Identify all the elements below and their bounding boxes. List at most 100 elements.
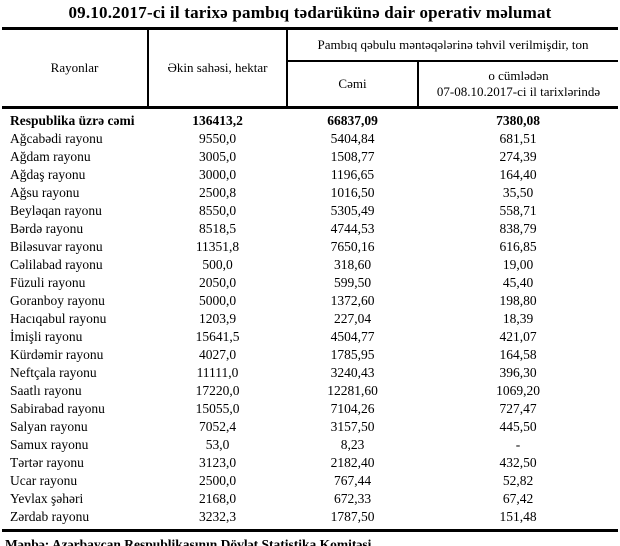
cell-value: 4504,77: [330, 329, 375, 344]
cell-value: 1203,9: [198, 311, 237, 326]
table-row: Saatlı rayonu 17220,0 12281,60 1069,20: [2, 382, 618, 400]
cell-value: 1508,77: [330, 149, 375, 164]
cell-value: 616,85: [499, 239, 537, 254]
cell-value: 8550,0: [198, 203, 237, 218]
cell-value: 4027,0: [198, 347, 237, 362]
data-table: Rayonlar Əkin sahəsi, hektar Pambıq qəbu…: [2, 27, 619, 532]
region-name: Füzuli rayonu: [10, 275, 86, 290]
cell-value: 164,58: [499, 347, 537, 362]
cell-value: 5000,0: [198, 293, 237, 308]
region-name: Sabirabad rayonu: [10, 401, 105, 416]
region-name: Ağdam rayonu: [10, 149, 91, 164]
table-row: Beyləqan rayonu 8550,0 5305,49 558,71: [2, 202, 618, 220]
cell-value: 66837,09: [327, 113, 378, 128]
region-name: Saatlı rayonu: [10, 383, 82, 398]
table-row: İmişli rayonu 15641,5 4504,77 421,07: [2, 328, 618, 346]
cell-value: 3000,0: [198, 167, 237, 182]
region-name: Ağsu rayonu: [10, 185, 80, 200]
cell-value: 558,71: [499, 203, 537, 218]
table-row: Ucar rayonu 2500,0 767,44 52,82: [2, 472, 618, 490]
table-row: Samux rayonu 53,0 8,23 -: [2, 436, 618, 454]
cell-value: 2500,0: [198, 473, 237, 488]
region-name: Neftçala rayonu: [10, 365, 97, 380]
region-name: Ucar rayonu: [10, 473, 78, 488]
table-row: Kürdəmir rayonu 4027,0 1785,95 164,58: [2, 346, 618, 364]
cell-value: 8518,5: [198, 221, 237, 236]
cell-value: 672,33: [333, 491, 372, 506]
cell-value: 53,0: [205, 437, 230, 452]
cell-value: 1016,50: [330, 185, 375, 200]
cell-value: 11351,8: [195, 239, 240, 254]
table-row: Neftçala rayonu 11111,0 3240,43 396,30: [2, 364, 618, 382]
cell-value: 5305,49: [330, 203, 375, 218]
table-row: Ağcabədi rayonu 9550,0 5404,84 681,51: [2, 130, 618, 148]
table-row: Cəlilabad rayonu 500,0 318,60 19,00: [2, 256, 618, 274]
cell-value: 396,30: [499, 365, 537, 380]
cell-value: 432,50: [499, 455, 537, 470]
table-row-total: Respublika üzrə cəmi 136413,2 66837,09 7380…: [2, 108, 618, 131]
region-name: Biləsuvar rayonu: [10, 239, 103, 254]
cell-value: 445,50: [499, 419, 537, 434]
table-row: Füzuli rayonu 2050,0 599,50 45,40: [2, 274, 618, 292]
cell-value: 727,47: [499, 401, 537, 416]
cell-value: 9550,0: [198, 131, 237, 146]
cell-value: 274,39: [499, 149, 537, 164]
table-row: Yevlax şəhəri 2168,0 672,33 67,42: [2, 490, 618, 508]
region-name: Kürdəmir rayonu: [10, 347, 104, 362]
region-name: Tərtər rayonu: [10, 455, 84, 470]
table-row: Tərtər rayonu 3123,0 2182,40 432,50: [2, 454, 618, 472]
cell-value: -: [515, 437, 521, 452]
cell-value: 1196,65: [330, 167, 375, 182]
region-name: Respublika üzrə cəmi: [10, 113, 135, 128]
table-row: Sabirabad rayonu 15055,0 7104,26 727,47: [2, 400, 618, 418]
cell-value: 2050,0: [198, 275, 237, 290]
cell-value: 3240,43: [330, 365, 375, 380]
cell-value: 3157,50: [330, 419, 375, 434]
cell-value: 45,40: [502, 275, 534, 290]
region-name: Bərdə rayonu: [10, 221, 84, 236]
region-name: Zərdab rayonu: [10, 509, 90, 524]
region-name: Ağcabədi rayonu: [10, 131, 103, 146]
region-name: Hacıqabul rayonu: [10, 311, 107, 326]
cell-value: 227,04: [333, 311, 372, 326]
cell-value: 12281,60: [327, 383, 378, 398]
cell-value: 2168,0: [198, 491, 237, 506]
column-header-o-cumleden: o cümlədən 07-08.10.2017-ci il tarixləri…: [418, 61, 618, 108]
table-row: Goranboy rayonu 5000,0 1372,60 198,80: [2, 292, 618, 310]
table-row: Biləsuvar rayonu 11351,8 7650,16 616,85: [2, 238, 618, 256]
cell-value: 35,50: [502, 185, 534, 200]
table-row: Ağdaş rayonu 3000,0 1196,65 164,40: [2, 166, 618, 184]
table-row: Bərdə rayonu 8518,5 4744,53 838,79: [2, 220, 618, 238]
column-header-rayonlar: Rayonlar: [2, 28, 149, 108]
cell-value: 1372,60: [330, 293, 375, 308]
cell-value: 15055,0: [195, 401, 240, 416]
region-name: Beyləqan rayonu: [10, 203, 102, 218]
cell-value: 52,82: [502, 473, 534, 488]
cell-value: 198,80: [499, 293, 537, 308]
page-title: 09.10.2017-ci il tarixə pambıq tədarükün…: [68, 3, 552, 22]
cell-value: 318,60: [333, 257, 372, 272]
table-row: Zərdab rayonu 3232,3 1787,50 151,48: [2, 508, 618, 531]
region-name: Goranboy rayonu: [10, 293, 105, 308]
region-name: Ağdaş rayonu: [10, 167, 86, 182]
table-body: Respublika üzrə cəmi 136413,2 66837,09 7380…: [2, 108, 618, 531]
table-header: Rayonlar Əkin sahəsi, hektar Pambıq qəbu…: [2, 28, 619, 108]
cell-value: 838,79: [499, 221, 537, 236]
cell-value: 599,50: [333, 275, 372, 290]
cell-value: 164,40: [499, 167, 537, 182]
cell-value: 18,39: [502, 311, 534, 326]
cell-value: 2500,8: [198, 185, 237, 200]
cell-value: 7650,16: [330, 239, 375, 254]
cell-value: 1785,95: [330, 347, 375, 362]
region-name: Yevlax şəhəri: [10, 491, 84, 506]
column-header-cemi: Cəmi: [287, 61, 419, 108]
cell-value: 17220,0: [195, 383, 240, 398]
cell-value: 7380,08: [496, 113, 540, 128]
cell-value: 4744,53: [330, 221, 375, 236]
cell-value: 151,48: [499, 509, 537, 524]
cell-value: 3123,0: [198, 455, 237, 470]
region-name: Salyan rayonu: [10, 419, 88, 434]
cell-value: 2182,40: [330, 455, 375, 470]
region-name: İmişli rayonu: [10, 329, 83, 344]
